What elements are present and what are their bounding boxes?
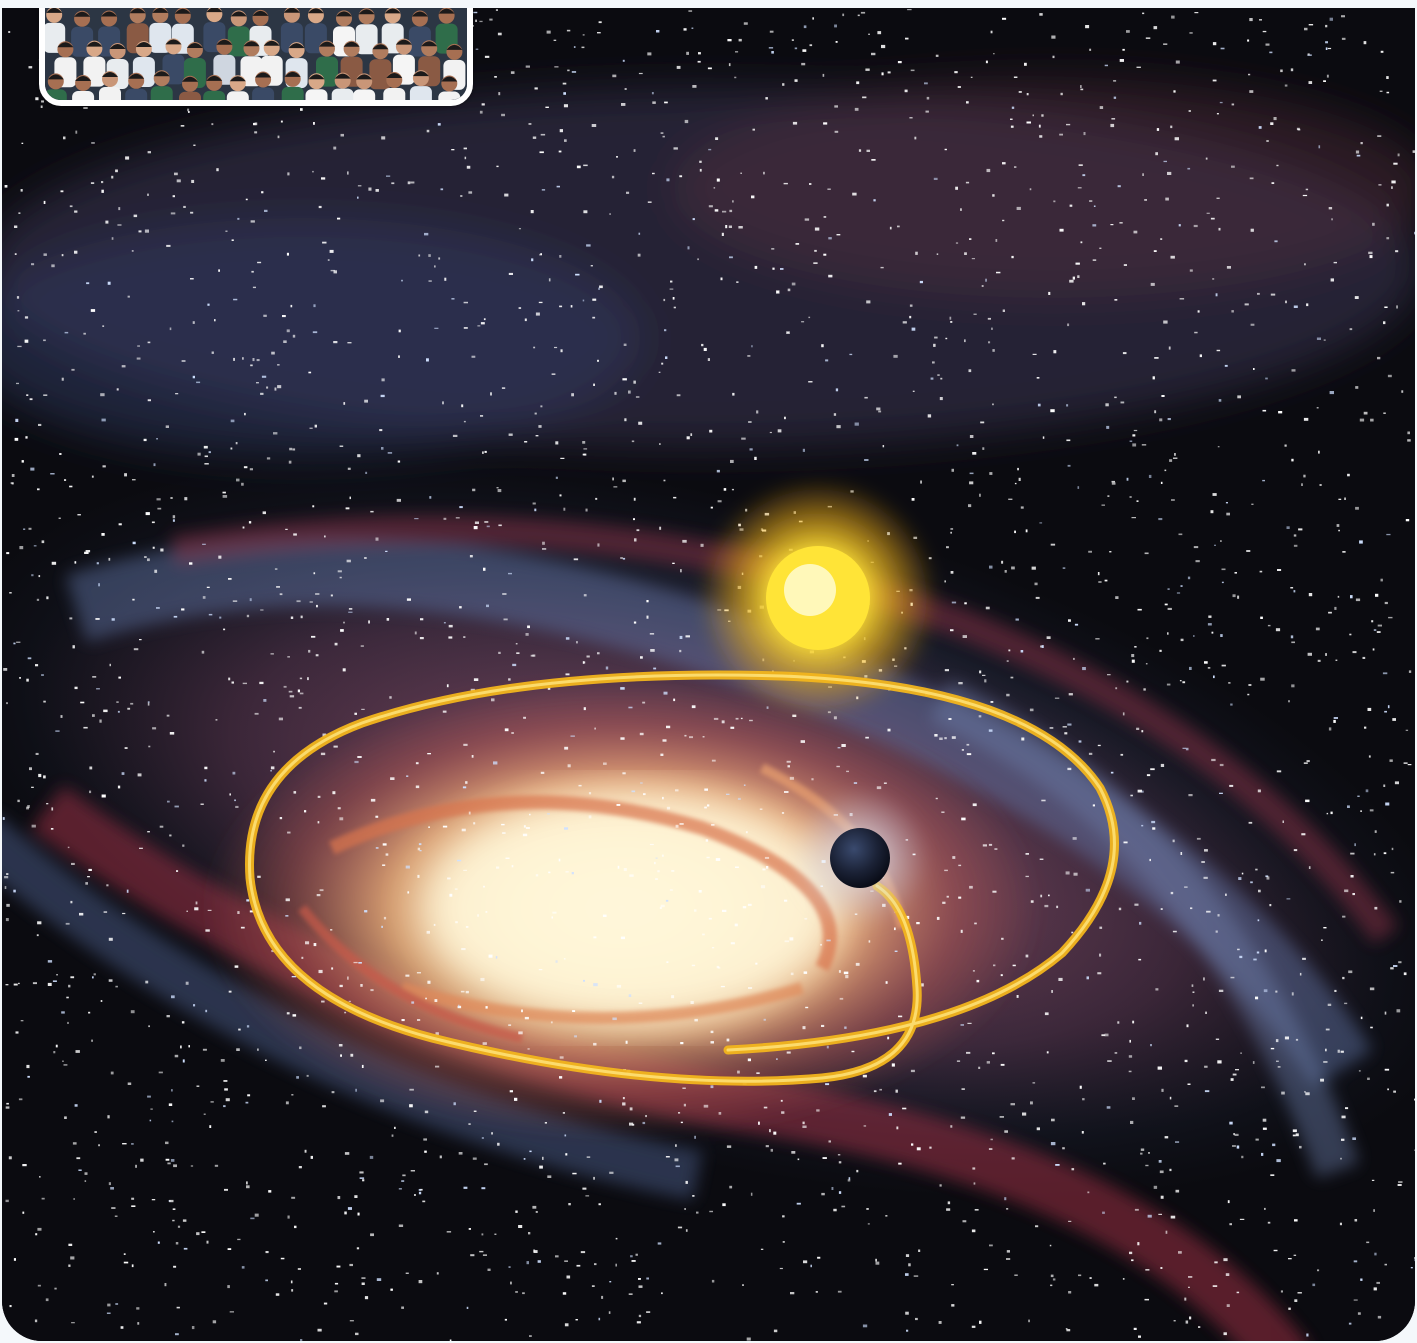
galaxy-scene bbox=[2, 8, 1415, 1341]
upper-nebula bbox=[2, 78, 1415, 458]
galaxy-core bbox=[202, 678, 1042, 1138]
crowd-photo-inset bbox=[39, 8, 473, 106]
crowd-photo bbox=[45, 8, 467, 100]
dark-planet bbox=[790, 788, 930, 928]
orbit-path bbox=[245, 670, 1119, 1086]
sun bbox=[698, 478, 938, 718]
galaxy-illustration bbox=[2, 8, 1415, 1341]
